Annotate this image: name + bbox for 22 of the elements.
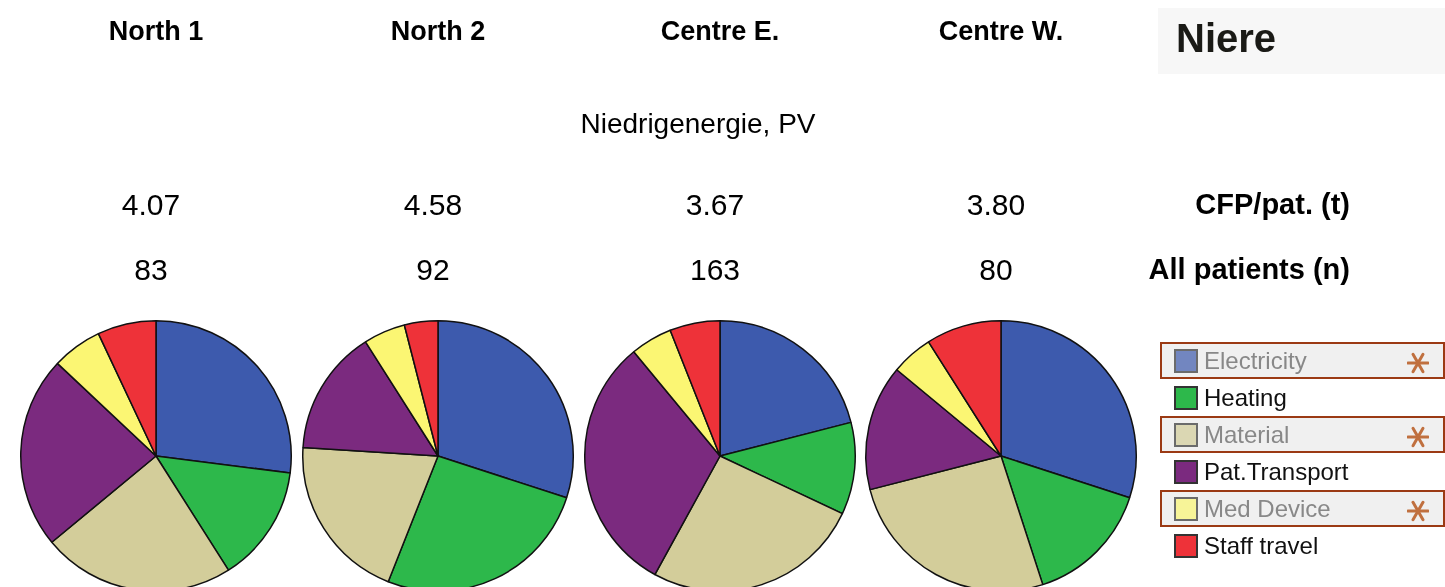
chart-title: Centre E. xyxy=(659,16,781,47)
text: 4.07 xyxy=(121,188,181,221)
text: 3.67 xyxy=(685,188,745,221)
text: Niedrigenergie, PV xyxy=(579,108,817,140)
legend-label: Electricity xyxy=(1204,346,1307,375)
legend-label: Pat.Transport xyxy=(1204,457,1349,486)
text: 80 xyxy=(979,253,1013,286)
text: 163 xyxy=(689,253,741,286)
chart-title: North 2 xyxy=(389,16,487,47)
text: 3.80 xyxy=(966,188,1026,221)
text: All patients (n) xyxy=(1148,253,1350,286)
text: 92 xyxy=(416,253,450,286)
text: 4.58 xyxy=(403,188,463,221)
legend-label: Med Device xyxy=(1204,494,1331,523)
chart-title: Centre W. xyxy=(937,16,1065,47)
text: Niere xyxy=(1176,16,1277,61)
legend-label: Heating xyxy=(1204,383,1287,412)
text: CFP/pat. (t) xyxy=(1195,188,1350,221)
legend-label: Staff travel xyxy=(1204,531,1319,560)
legend-label: Material xyxy=(1204,420,1290,449)
chart-title: North 1 xyxy=(107,16,205,47)
text: 83 xyxy=(134,253,168,286)
